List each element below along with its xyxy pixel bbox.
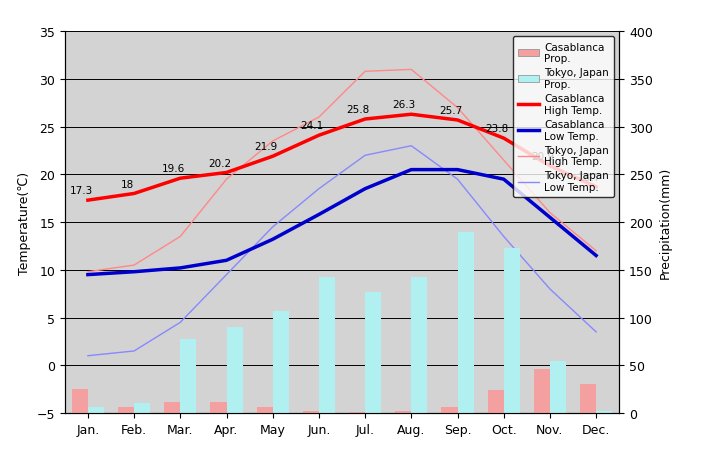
Tokyo, Japan
Low Temp. bbox=[361, 153, 369, 159]
Bar bbox=[134, 403, 150, 413]
Bar bbox=[365, 292, 382, 413]
Bar bbox=[550, 362, 566, 413]
Text: 26.3: 26.3 bbox=[392, 100, 416, 110]
Bar bbox=[534, 369, 550, 413]
Bar bbox=[441, 408, 457, 413]
Legend: Casablanca
Prop., Tokyo, Japan
Prop., Casablanca
High Temp., Casablanca
Low Temp: Casablanca Prop., Tokyo, Japan Prop., Ca… bbox=[513, 37, 614, 198]
Casablanca
Low Temp. bbox=[130, 269, 138, 275]
Tokyo, Japan
Low Temp. bbox=[130, 348, 138, 354]
Bar bbox=[227, 327, 243, 413]
Tokyo, Japan
High Temp. bbox=[592, 248, 600, 254]
Text: 18: 18 bbox=[120, 179, 134, 189]
Tokyo, Japan
High Temp. bbox=[269, 139, 277, 145]
Casablanca
Low Temp. bbox=[592, 253, 600, 259]
Casablanca
High Temp. bbox=[269, 154, 277, 160]
Text: 23.8: 23.8 bbox=[485, 124, 508, 134]
Tokyo, Japan
Low Temp. bbox=[222, 272, 231, 278]
Bar bbox=[596, 411, 612, 413]
Text: 17.3: 17.3 bbox=[69, 186, 93, 196]
Bar bbox=[118, 408, 134, 413]
Casablanca
Low Temp. bbox=[500, 177, 508, 183]
Casablanca
High Temp. bbox=[361, 117, 369, 123]
Casablanca
Low Temp. bbox=[176, 266, 184, 271]
Tokyo, Japan
Low Temp. bbox=[546, 286, 554, 292]
Text: 25.7: 25.7 bbox=[439, 106, 462, 116]
Tokyo, Japan
Low Temp. bbox=[592, 330, 600, 335]
Casablanca
High Temp. bbox=[500, 136, 508, 141]
Bar bbox=[88, 408, 104, 413]
Text: 19.6: 19.6 bbox=[162, 164, 185, 174]
Y-axis label: Precipitation(mm): Precipitation(mm) bbox=[658, 167, 671, 279]
Tokyo, Japan
High Temp. bbox=[546, 210, 554, 216]
Text: 18.7: 18.7 bbox=[577, 173, 600, 182]
Text: 21.9: 21.9 bbox=[254, 142, 277, 152]
Bar bbox=[487, 390, 504, 413]
Tokyo, Japan
Low Temp. bbox=[500, 234, 508, 240]
Bar bbox=[210, 402, 227, 413]
Bar bbox=[256, 408, 273, 413]
Casablanca
Low Temp. bbox=[84, 272, 92, 278]
Text: 20.9: 20.9 bbox=[531, 151, 554, 162]
Casablanca
Low Temp. bbox=[361, 186, 369, 192]
Line: Tokyo, Japan
High Temp.: Tokyo, Japan High Temp. bbox=[88, 70, 596, 272]
Bar bbox=[349, 412, 365, 413]
Bar bbox=[72, 389, 88, 413]
Line: Tokyo, Japan
Low Temp.: Tokyo, Japan Low Temp. bbox=[88, 146, 596, 356]
Bar bbox=[164, 402, 180, 413]
Tokyo, Japan
Low Temp. bbox=[407, 144, 415, 149]
Text: 24.1: 24.1 bbox=[300, 121, 323, 131]
Line: Casablanca
Low Temp.: Casablanca Low Temp. bbox=[88, 170, 596, 275]
Tokyo, Japan
Low Temp. bbox=[269, 224, 277, 230]
Casablanca
High Temp. bbox=[176, 176, 184, 182]
Casablanca
Low Temp. bbox=[546, 215, 554, 221]
Text: 20.2: 20.2 bbox=[208, 158, 231, 168]
Bar bbox=[273, 311, 289, 413]
Tokyo, Japan
Low Temp. bbox=[84, 353, 92, 359]
Tokyo, Japan
High Temp. bbox=[407, 67, 415, 73]
Casablanca
High Temp. bbox=[222, 170, 231, 176]
Casablanca
Low Temp. bbox=[315, 212, 323, 218]
Bar bbox=[302, 411, 319, 413]
Casablanca
High Temp. bbox=[453, 118, 462, 123]
Y-axis label: Temperature(℃): Temperature(℃) bbox=[18, 171, 31, 274]
Tokyo, Japan
High Temp. bbox=[453, 106, 462, 111]
Bar bbox=[411, 278, 428, 413]
Casablanca
High Temp. bbox=[84, 198, 92, 203]
Tokyo, Japan
Low Temp. bbox=[176, 320, 184, 325]
Casablanca
High Temp. bbox=[546, 164, 554, 169]
Tokyo, Japan
Low Temp. bbox=[315, 186, 323, 192]
Bar bbox=[580, 385, 596, 413]
Tokyo, Japan
High Temp. bbox=[176, 234, 184, 240]
Casablanca
High Temp. bbox=[315, 133, 323, 139]
Casablanca
Low Temp. bbox=[407, 168, 415, 173]
Line: Casablanca
High Temp.: Casablanca High Temp. bbox=[88, 115, 596, 201]
Bar bbox=[457, 232, 474, 413]
Casablanca
Low Temp. bbox=[222, 258, 231, 263]
Bar bbox=[395, 411, 411, 413]
Tokyo, Japan
High Temp. bbox=[500, 158, 508, 163]
Text: 25.8: 25.8 bbox=[346, 105, 370, 115]
Tokyo, Japan
High Temp. bbox=[84, 269, 92, 275]
Casablanca
High Temp. bbox=[130, 191, 138, 197]
Tokyo, Japan
High Temp. bbox=[130, 263, 138, 268]
Bar bbox=[504, 248, 520, 413]
Casablanca
High Temp. bbox=[407, 112, 415, 118]
Tokyo, Japan
High Temp. bbox=[222, 177, 231, 183]
Bar bbox=[180, 339, 197, 413]
Tokyo, Japan
Low Temp. bbox=[453, 177, 462, 183]
Tokyo, Japan
High Temp. bbox=[361, 69, 369, 75]
Casablanca
High Temp. bbox=[592, 185, 600, 190]
Bar bbox=[319, 278, 335, 413]
Casablanca
Low Temp. bbox=[453, 168, 462, 173]
Casablanca
Low Temp. bbox=[269, 237, 277, 242]
Tokyo, Japan
High Temp. bbox=[315, 115, 323, 121]
